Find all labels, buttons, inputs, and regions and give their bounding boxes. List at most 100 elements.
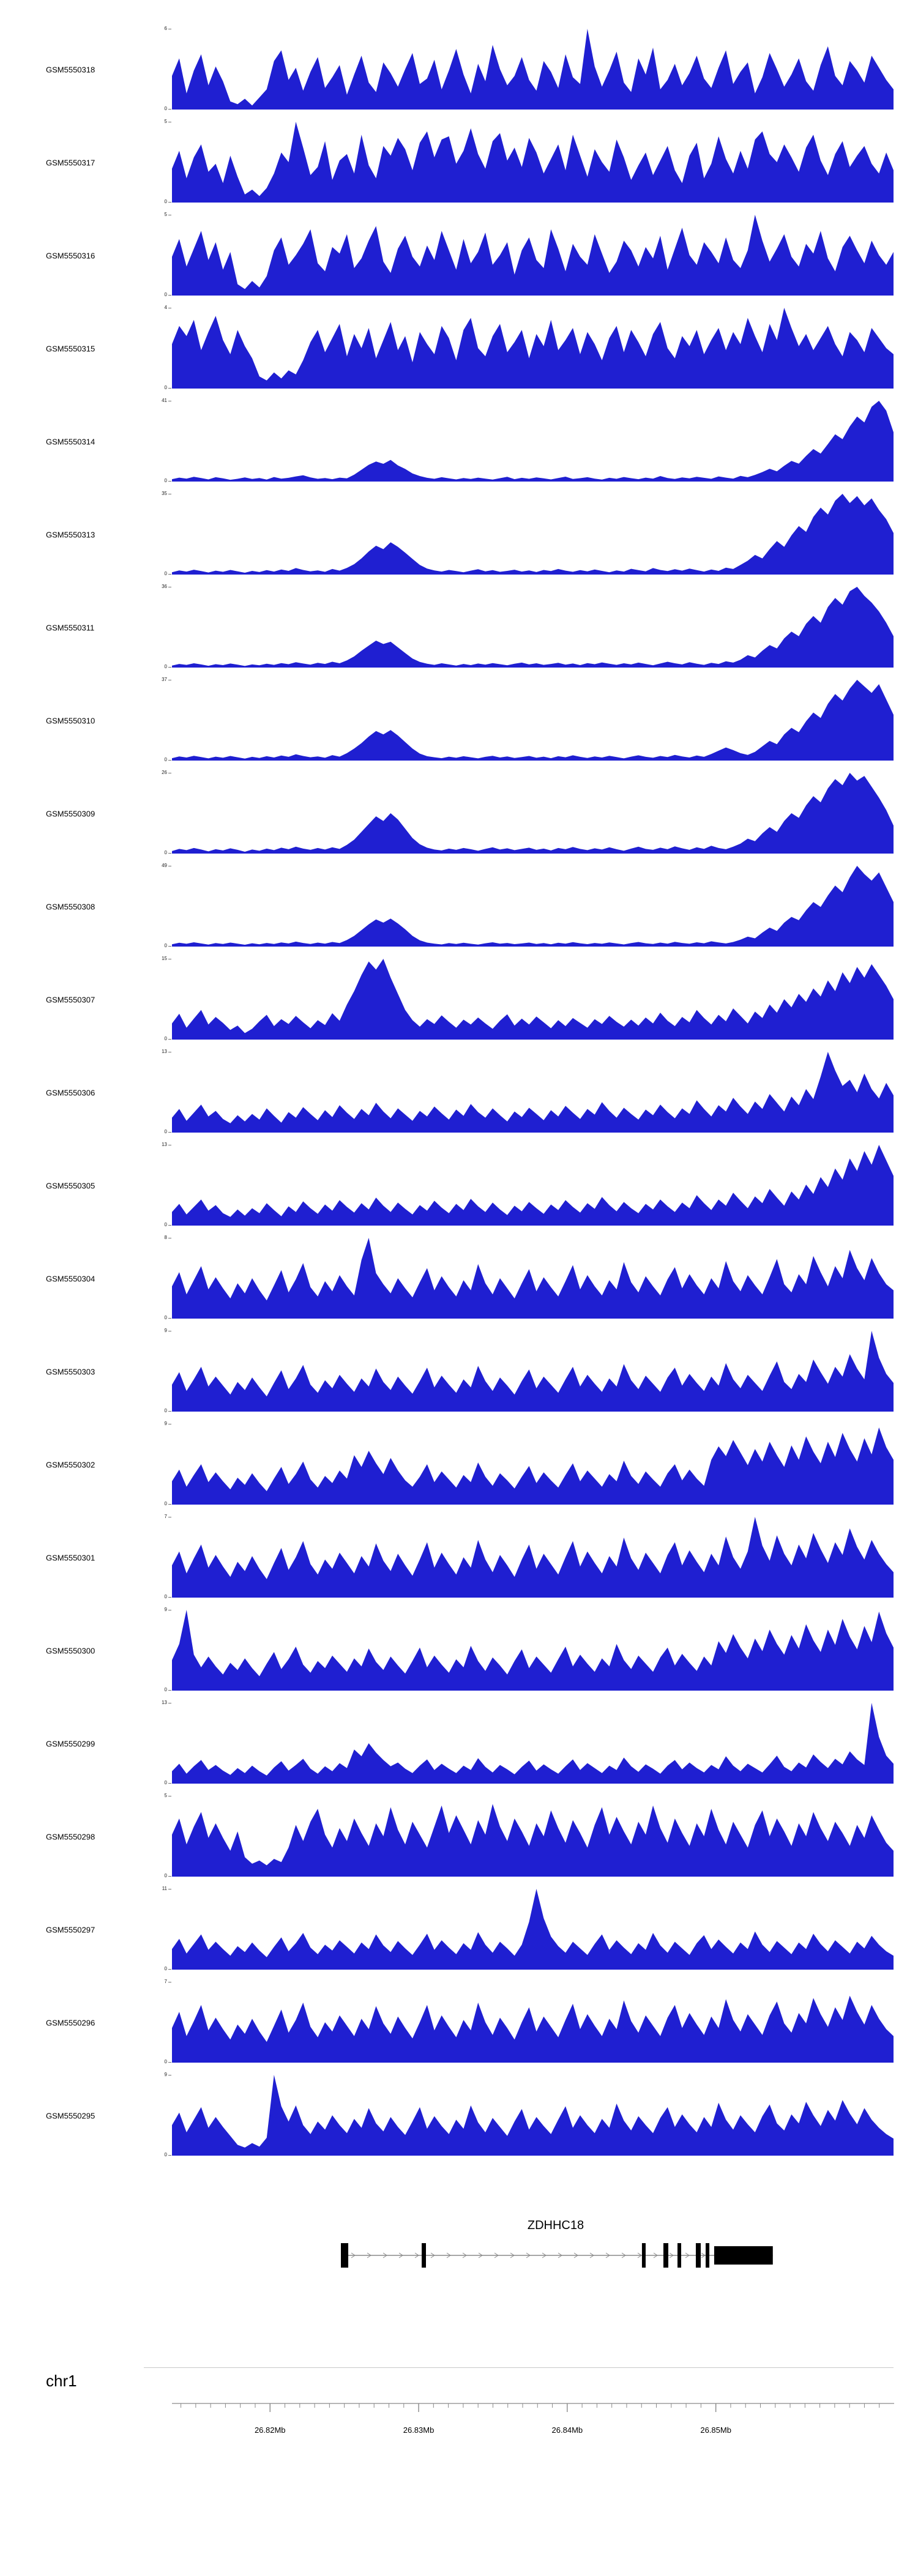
strand-arrow-icon: [701, 2252, 706, 2258]
gene-model-svg: [341, 2243, 773, 2268]
coverage-track-row: GSM5550310 37 0: [0, 674, 918, 767]
y-axis-bottom-tick: [168, 667, 171, 668]
y-axis-bottom-tick: [168, 1783, 171, 1784]
y-axis-bottom-tick: [168, 2062, 171, 2063]
coverage-signal-area: [172, 1145, 894, 1226]
y-axis-max-label: 8: [164, 1235, 167, 1240]
track-label: GSM5550310: [46, 716, 95, 726]
y-axis-max-label: 9: [164, 2072, 167, 2077]
y-axis-zero-label: 0: [164, 1408, 167, 1413]
coverage-signal-area: [172, 1052, 894, 1133]
y-axis-bottom-tick: [168, 1597, 171, 1598]
coordinate-tick-label: 26.83Mb: [403, 2425, 435, 2435]
coverage-track-row: GSM5550308 49 0: [0, 860, 918, 953]
y-axis-bottom-tick: [168, 1690, 171, 1691]
y-axis-bottom-tick: [168, 1876, 171, 1877]
y-axis-bottom-tick: [168, 574, 171, 575]
coverage-plot: 49 0: [162, 863, 894, 948]
y-axis-bottom-tick: [168, 1411, 171, 1412]
coverage-plot: 15 0: [162, 956, 894, 1041]
coverage-plot: 5 0: [165, 1793, 894, 1878]
coverage-plot: 9 0: [165, 1607, 894, 1692]
y-axis-max-label: 9: [164, 1607, 167, 1612]
coverage-signal-area: [172, 1889, 894, 1970]
track-label: GSM5550306: [46, 1088, 95, 1098]
y-axis-max-label: 26: [162, 770, 167, 775]
strand-arrow-icon: [494, 2252, 499, 2258]
coverage-signal-area: [172, 773, 894, 854]
y-axis-bottom-tick: [168, 202, 171, 203]
chromosome-label: chr1: [46, 2372, 77, 2390]
y-axis-bottom-tick: [168, 1039, 171, 1040]
coverage-signal-area: [172, 2075, 894, 2156]
strand-arrow-icon: [478, 2252, 483, 2258]
strand-arrow-icon: [589, 2252, 594, 2258]
coverage-track-row: GSM5550313 35 0: [0, 488, 918, 581]
strand-arrow-icon: [398, 2252, 403, 2258]
coverage-signal-area: [172, 1804, 894, 1877]
track-label: GSM5550316: [46, 251, 95, 261]
y-axis-zero-label: 0: [164, 385, 167, 390]
y-axis-max-label: 4: [164, 305, 167, 310]
track-label: GSM5550313: [46, 530, 95, 540]
coverage-signal-area: [172, 1427, 894, 1505]
y-axis-bottom-tick: [168, 946, 171, 947]
strand-arrow-icon: [573, 2252, 578, 2258]
coverage-track-row: GSM5550317 5 0: [0, 116, 918, 209]
coverage-plot: 13 0: [162, 1049, 894, 1134]
y-axis-max-label: 11: [162, 1886, 167, 1891]
coverage-signal-area: [172, 308, 894, 389]
y-axis-max-label: 49: [162, 863, 167, 868]
coverage-plot: 41 0: [162, 398, 894, 483]
tracks-container: GSM5550318 6 0 GSM5550317 5 0 GSM5550316…: [0, 23, 918, 2162]
coverage-signal-area: [172, 1703, 894, 1784]
y-axis-bottom-tick: [168, 481, 171, 482]
y-axis-zero-label: 0: [164, 943, 167, 948]
coverage-plot: 13 0: [162, 1142, 894, 1227]
y-axis-zero-label: 0: [164, 1222, 167, 1227]
track-label: GSM5550318: [46, 65, 95, 75]
coverage-plot: 35 0: [162, 491, 894, 576]
y-axis-max-label: 15: [162, 956, 167, 961]
coverage-plot: 13 0: [162, 1700, 894, 1785]
exon-box: [714, 2246, 773, 2265]
coverage-plot: 6 0: [165, 26, 894, 111]
coverage-signal-area: [172, 1610, 894, 1691]
y-axis-bottom-tick: [168, 1318, 171, 1319]
coverage-plot: 5 0: [165, 119, 894, 204]
coverage-track-row: GSM5550296 7 0: [0, 1976, 918, 2069]
track-label: GSM5550307: [46, 995, 95, 1005]
y-axis-zero-label: 0: [164, 571, 167, 576]
y-axis-bottom-tick: [168, 1225, 171, 1226]
coverage-track-row: GSM5550295 9 0: [0, 2069, 918, 2162]
track-label: GSM5550296: [46, 2018, 95, 2028]
coverage-plot: 26 0: [162, 770, 894, 855]
exon-box: [677, 2243, 682, 2268]
coordinate-tick-label: 26.84Mb: [552, 2425, 583, 2435]
coverage-signal-area: [172, 680, 894, 761]
y-axis-zero-label: 0: [164, 1687, 167, 1692]
y-axis-bottom-tick: [168, 2155, 171, 2156]
coverage-track-row: GSM5550298 5 0: [0, 1790, 918, 1883]
genome-axis-section: chr1 26.82Mb 26.83Mb 26.84Mb 26.85Mb: [0, 2285, 918, 2576]
y-axis-max-label: 9: [164, 1328, 167, 1333]
strand-arrow-icon: [621, 2252, 626, 2258]
y-axis-max-label: 5: [164, 119, 167, 124]
coverage-track-row: GSM5550297 11 0: [0, 1883, 918, 1976]
coverage-track-row: GSM5550311 36 0: [0, 581, 918, 674]
y-axis-zero-label: 0: [164, 664, 167, 669]
coverage-track-row: GSM5550314 41 0: [0, 395, 918, 488]
y-axis-bottom-tick: [168, 388, 171, 389]
y-axis-max-label: 7: [164, 1514, 167, 1519]
track-label: GSM5550308: [46, 902, 95, 912]
strand-arrow-icon: [685, 2252, 690, 2258]
track-label: GSM5550301: [46, 1553, 95, 1563]
y-axis-bottom-tick: [168, 1132, 171, 1133]
y-axis-bottom-tick: [168, 1969, 171, 1970]
coverage-plot: 8 0: [165, 1235, 894, 1320]
y-axis-zero-label: 0: [164, 1315, 167, 1320]
track-label: GSM5550300: [46, 1646, 95, 1656]
track-label: GSM5550295: [46, 2111, 95, 2121]
y-axis-max-label: 41: [162, 398, 167, 403]
y-axis-max-label: 13: [162, 1700, 167, 1705]
